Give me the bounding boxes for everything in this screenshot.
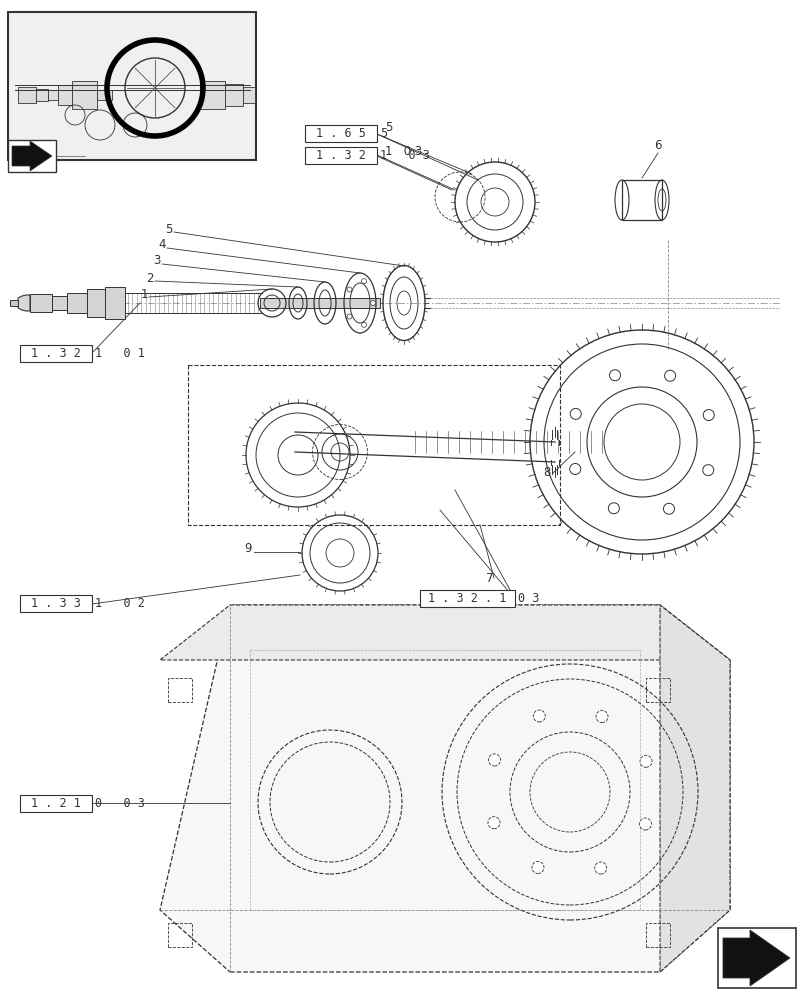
Bar xyxy=(305,125,376,142)
Text: 5: 5 xyxy=(384,121,392,134)
Bar xyxy=(8,12,255,160)
Circle shape xyxy=(594,862,606,874)
Text: 5: 5 xyxy=(165,223,173,236)
Text: 1 . 3 2: 1 . 3 2 xyxy=(31,347,81,360)
Bar xyxy=(20,345,92,362)
Text: 1   0 3: 1 0 3 xyxy=(384,145,422,158)
Text: 5: 5 xyxy=(380,127,387,140)
Text: 4: 4 xyxy=(158,238,165,251)
Bar xyxy=(67,293,87,313)
Bar xyxy=(58,85,72,105)
Circle shape xyxy=(533,710,545,722)
Bar xyxy=(200,81,225,109)
Bar xyxy=(260,298,380,308)
Circle shape xyxy=(346,314,351,319)
Text: 8: 8 xyxy=(543,466,550,479)
Bar xyxy=(242,87,255,103)
Bar xyxy=(52,296,67,310)
Text: 1 . 3 3: 1 . 3 3 xyxy=(31,597,81,610)
Circle shape xyxy=(531,861,543,873)
Bar xyxy=(97,90,112,100)
Bar xyxy=(20,595,92,612)
Bar xyxy=(48,90,58,100)
Polygon shape xyxy=(160,605,729,660)
Bar xyxy=(10,300,18,306)
Bar xyxy=(20,795,92,812)
Text: 1   0 2: 1 0 2 xyxy=(95,597,144,610)
Text: 6: 6 xyxy=(654,139,661,152)
Bar xyxy=(168,678,191,702)
Bar xyxy=(105,287,125,319)
Circle shape xyxy=(702,465,713,476)
Bar xyxy=(168,923,191,947)
Polygon shape xyxy=(18,295,30,311)
Bar xyxy=(8,140,56,172)
Text: 0   0 3: 0 0 3 xyxy=(95,797,144,810)
Bar xyxy=(305,147,376,164)
Circle shape xyxy=(361,279,366,284)
Bar xyxy=(18,87,36,103)
Polygon shape xyxy=(722,930,789,986)
Circle shape xyxy=(607,503,619,514)
Text: 2: 2 xyxy=(146,271,153,284)
Text: 0 3: 0 3 xyxy=(517,592,539,605)
Bar xyxy=(72,81,97,109)
Text: 1 . 3 2 . 1: 1 . 3 2 . 1 xyxy=(427,592,506,605)
Circle shape xyxy=(487,817,500,829)
Text: 1 . 3 2: 1 . 3 2 xyxy=(315,149,366,162)
Bar xyxy=(621,180,661,220)
Circle shape xyxy=(569,463,580,474)
Polygon shape xyxy=(659,605,729,972)
Text: 1   0 1: 1 0 1 xyxy=(95,347,144,360)
Polygon shape xyxy=(12,141,52,171)
Circle shape xyxy=(569,408,581,419)
Circle shape xyxy=(346,287,351,292)
Circle shape xyxy=(639,755,651,767)
Text: 1: 1 xyxy=(140,288,148,300)
Circle shape xyxy=(595,711,607,723)
Bar xyxy=(225,84,242,106)
Text: 1 . 2 1: 1 . 2 1 xyxy=(31,797,81,810)
Text: 1 . 6 5: 1 . 6 5 xyxy=(315,127,366,140)
Text: 7: 7 xyxy=(486,572,493,585)
Circle shape xyxy=(664,370,675,381)
Bar xyxy=(419,590,514,607)
Circle shape xyxy=(702,410,714,421)
Bar xyxy=(36,89,48,101)
Text: 1   0 3: 1 0 3 xyxy=(380,149,429,162)
Circle shape xyxy=(663,503,674,514)
Bar xyxy=(87,289,105,317)
Circle shape xyxy=(609,370,620,381)
Circle shape xyxy=(488,754,500,766)
Circle shape xyxy=(639,818,650,830)
Circle shape xyxy=(370,300,375,306)
Bar xyxy=(646,923,669,947)
Bar xyxy=(646,678,669,702)
Polygon shape xyxy=(160,605,729,972)
Text: 3: 3 xyxy=(153,254,161,267)
Circle shape xyxy=(361,322,366,327)
Bar xyxy=(717,928,795,988)
Text: 9: 9 xyxy=(244,542,251,555)
Bar xyxy=(30,294,52,312)
